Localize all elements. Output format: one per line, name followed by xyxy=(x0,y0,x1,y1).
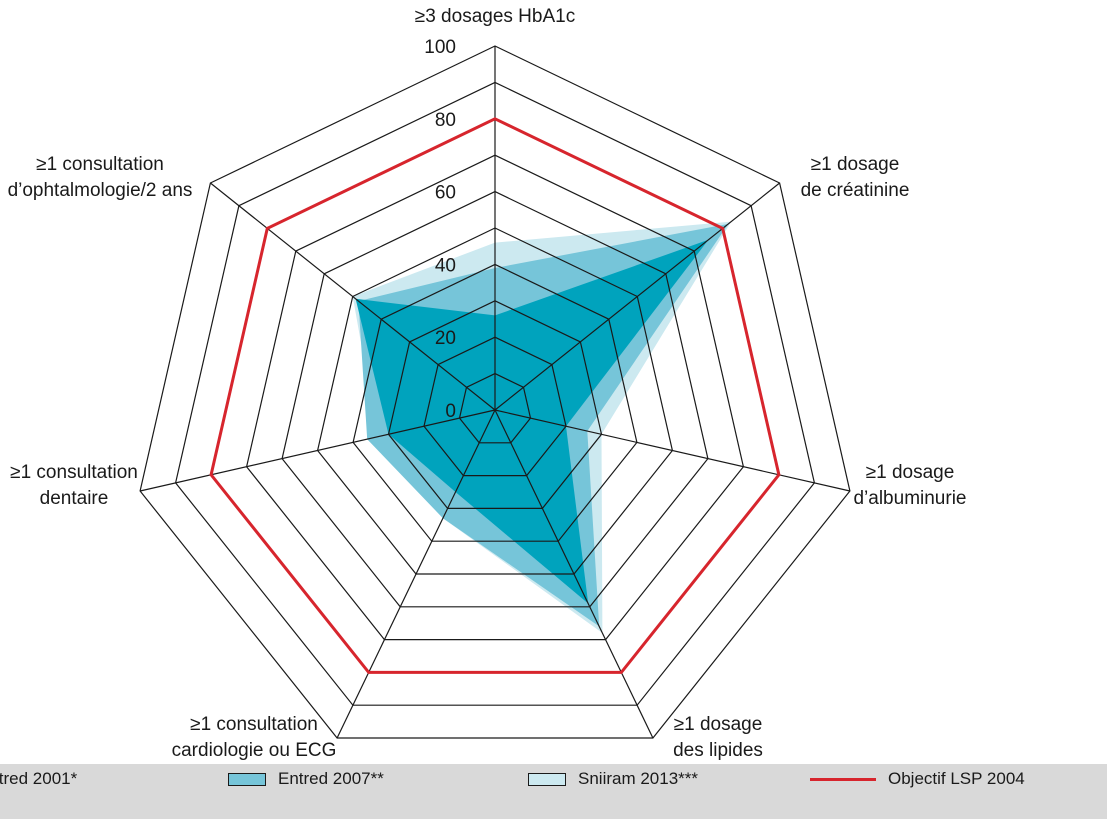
legend-label-entred-2007: Entred 2007** xyxy=(278,769,384,788)
grid-ring-10 xyxy=(458,372,532,444)
spoke-6 xyxy=(139,409,496,492)
axis-label-4-line-2: des lipides xyxy=(673,740,763,761)
axis-label-7: ≥1 consultation d’ophtalmologie/2 ans xyxy=(0,152,260,204)
spoke-3 xyxy=(494,409,851,492)
axis-label-3: ≥1 dosage d’albuminurie xyxy=(750,460,1070,512)
tick-layer: 0 20 40 60 80 100 xyxy=(424,37,456,422)
legend-label-sniiram-2013: Sniiram 2013*** xyxy=(578,769,699,788)
grid-ring-50 xyxy=(316,227,674,575)
axis-label-3-line-1: ≥1 dosage xyxy=(865,462,955,483)
axis-label-5-line-1: ≥1 consultation xyxy=(190,714,318,735)
spoke-2 xyxy=(494,182,780,411)
axis-label-6-line-2: dentaire xyxy=(39,488,109,509)
grid-layer xyxy=(139,45,851,739)
grid-ring-30 xyxy=(387,300,603,509)
axis-label-4-line-1: ≥1 dosage xyxy=(673,714,763,735)
legend-item-entred-2007: Entred 2007** xyxy=(228,764,384,794)
axis-label-2: ≥1 dosage de créatinine xyxy=(695,152,1015,204)
legend-swatch-objectif-lsp xyxy=(810,777,876,781)
axis-label-2-line-1: ≥1 dosage xyxy=(810,154,900,175)
r-tick-label-80: 80 xyxy=(435,110,456,131)
axis-label-4: ≥1 dosage des lipides xyxy=(558,712,878,764)
target-layer xyxy=(209,117,781,674)
legend-item-sniiram-2013: Sniiram 2013*** xyxy=(528,764,698,794)
legend-label-objectif-lsp: Objectif LSP 2004 xyxy=(888,769,1025,788)
spoke-4 xyxy=(494,409,654,739)
legend-item-objectif-lsp: Objectif LSP 2004 xyxy=(810,764,1025,794)
legend-swatch-sniiram-2013 xyxy=(528,772,566,786)
axis-label-1: ≥3 dosages HbA1c xyxy=(335,4,655,30)
grid-ring-90 xyxy=(174,81,816,706)
grid-ring-60 xyxy=(281,190,709,608)
grid-ring-70 xyxy=(245,154,745,641)
axis-label-6-line-1: ≥1 consultation xyxy=(10,462,138,483)
legend-swatch-entred-2007 xyxy=(228,772,266,786)
r-tick-label-40: 40 xyxy=(435,255,456,276)
axis-label-7-line-1: ≥1 consultation xyxy=(36,154,164,175)
axis-label-5-line-2: cardiologie ou ECG xyxy=(171,740,337,761)
r-tick-label-60: 60 xyxy=(435,183,456,204)
grid-ring-40 xyxy=(352,263,638,542)
legend-label-entred-2001: Entred 2001* xyxy=(0,769,78,788)
r-tick-label-20: 20 xyxy=(435,328,456,349)
spoke-7 xyxy=(210,182,496,411)
axis-label-2-line-2: de créatinine xyxy=(800,180,910,201)
axis-label-3-line-2: d’albuminurie xyxy=(853,488,967,509)
axis-label-7-line-2: d’ophtalmologie/2 ans xyxy=(7,180,193,201)
axis-label-1-line-1: ≥3 dosages HbA1c xyxy=(414,6,576,27)
r-tick-label-0: 0 xyxy=(445,401,456,422)
legend: Entred 2001* Entred 2007** Sniiram 2013*… xyxy=(0,764,1107,819)
r-tick-label-100: 100 xyxy=(424,37,456,58)
axis-label-6: ≥1 consultation dentaire xyxy=(0,460,234,512)
legend-item-entred-2001: Entred 2001* xyxy=(0,764,77,794)
grid-ring-100 xyxy=(139,45,851,739)
spoke-5 xyxy=(336,409,496,739)
axis-label-5: ≥1 consultation cardiologie ou ECG xyxy=(94,712,414,764)
series-layer xyxy=(352,221,732,633)
series-entred-2001 xyxy=(355,239,709,604)
grid-ring-20 xyxy=(423,336,567,477)
radar-chart: 0 20 40 60 80 100 xyxy=(139,37,851,739)
series-objectif-lsp-2004 xyxy=(209,117,781,674)
